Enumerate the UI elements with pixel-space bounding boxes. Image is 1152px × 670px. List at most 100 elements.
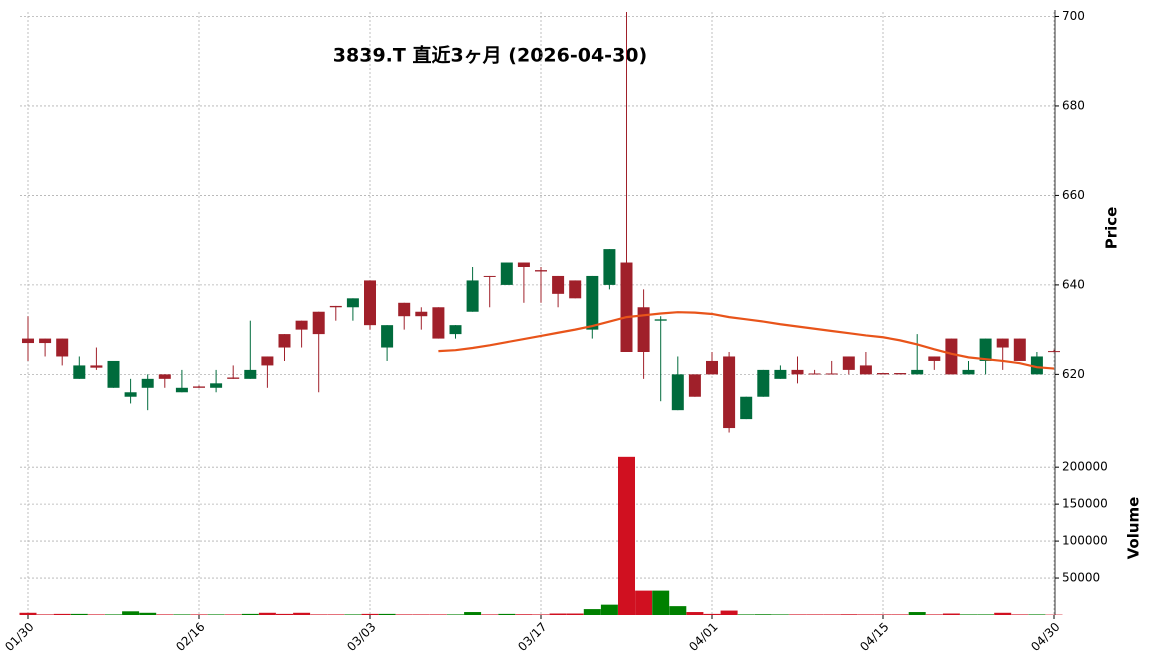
volume-bar: [412, 614, 430, 615]
volume-bar: [908, 612, 926, 615]
candle-body: [928, 356, 941, 361]
candle-body: [244, 369, 257, 379]
volume-bar: [36, 614, 54, 615]
volume-bar: [310, 614, 328, 615]
candle-body: [671, 374, 684, 411]
candle-body: [791, 369, 804, 375]
candle-body: [449, 325, 462, 335]
volume-bar: [874, 614, 892, 615]
volume-bar: [1011, 614, 1029, 615]
volume-bar: [70, 613, 88, 615]
volume-bar: [464, 612, 482, 615]
candle-body: [158, 374, 171, 379]
candle-body: [329, 305, 342, 308]
volume-bar: [618, 456, 635, 615]
volume-bar: [241, 613, 259, 615]
candle-body: [175, 387, 188, 393]
x-tick-label: 04/15: [857, 620, 891, 654]
volume-bar: [840, 614, 858, 615]
candle-body: [210, 383, 223, 388]
volume-bar: [925, 614, 943, 615]
volume-bar: [190, 614, 208, 615]
volume-bar: [207, 614, 225, 615]
y2-axis-label: Volume: [1125, 497, 1143, 560]
volume-bar: [891, 614, 909, 615]
volume-bar: [156, 614, 174, 615]
candle-body: [620, 262, 633, 352]
candle-body: [859, 365, 872, 375]
candle-body: [740, 396, 753, 420]
volume-bar: [258, 612, 276, 615]
y-axis-label: Price: [1103, 207, 1121, 250]
volume-bar: [652, 590, 670, 615]
candle-body: [278, 334, 291, 348]
candle-body: [381, 325, 394, 348]
volume-bar: [771, 614, 789, 615]
candle-body: [261, 356, 274, 366]
candle-body: [757, 369, 770, 397]
volume-bar: [429, 614, 447, 615]
volume-bar: [823, 614, 841, 615]
candle-body: [415, 311, 428, 317]
candle-body: [1013, 338, 1026, 361]
candle-body: [124, 392, 137, 397]
volume-bar: [532, 614, 550, 615]
volume-bar: [447, 614, 464, 615]
volume-bar: [481, 614, 499, 615]
x-tick-label: 02/16: [173, 620, 207, 654]
volume-bar: [583, 609, 601, 615]
candle-body: [22, 338, 34, 344]
candle-body: [688, 374, 701, 397]
candle-body: [979, 338, 992, 361]
y2-tick-label: 150000: [1062, 497, 1108, 511]
candle-body: [603, 249, 616, 285]
candle-body: [107, 360, 120, 388]
candle-body: [552, 275, 565, 294]
volume-bar: [942, 613, 960, 615]
candle-body: [654, 319, 667, 321]
volume-bar: [566, 613, 584, 615]
volume-bar: [549, 613, 567, 615]
y-tick-label: 700: [1062, 9, 1085, 23]
candle-body: [962, 369, 975, 375]
x-tick-label: 03/17: [515, 620, 549, 654]
candle-body: [877, 373, 889, 375]
candle-body: [56, 338, 69, 357]
volume-bar: [224, 614, 242, 615]
candle-body: [723, 356, 736, 429]
volume-bar: [600, 604, 618, 615]
volume-bar: [789, 614, 806, 615]
volume-bar: [1028, 614, 1046, 615]
volume-bar: [361, 613, 379, 615]
candle-body: [432, 307, 445, 339]
volume-bar: [139, 612, 157, 615]
volume-bar: [977, 614, 995, 615]
y-tick-label: 620: [1062, 367, 1085, 381]
volume-bar: [293, 612, 311, 615]
volume-bar: [806, 614, 824, 615]
volume-bar: [327, 614, 345, 615]
x-tick-label: 04/01: [686, 620, 720, 654]
x-tick-label: 01/30: [2, 620, 36, 654]
candle-body: [996, 338, 1009, 348]
candle-body: [808, 373, 821, 375]
candle-body: [90, 365, 103, 368]
candle-body: [483, 275, 496, 277]
volume-bar: [857, 614, 875, 615]
candle-body: [39, 338, 52, 344]
y2-tick-label: 200000: [1062, 460, 1108, 474]
candle-body: [911, 369, 924, 375]
volume-bar: [737, 614, 755, 615]
volume-bar: [720, 610, 738, 615]
volume-bar: [635, 590, 653, 615]
volume-bar: [669, 606, 687, 615]
volume-bar: [173, 614, 191, 615]
volume-bar: [19, 612, 37, 615]
volume-bar: [395, 614, 413, 615]
candle-body: [295, 320, 308, 330]
volume-bar: [122, 611, 140, 615]
candle-body: [346, 298, 359, 308]
candle-body: [706, 360, 718, 375]
candle-body: [73, 365, 86, 379]
